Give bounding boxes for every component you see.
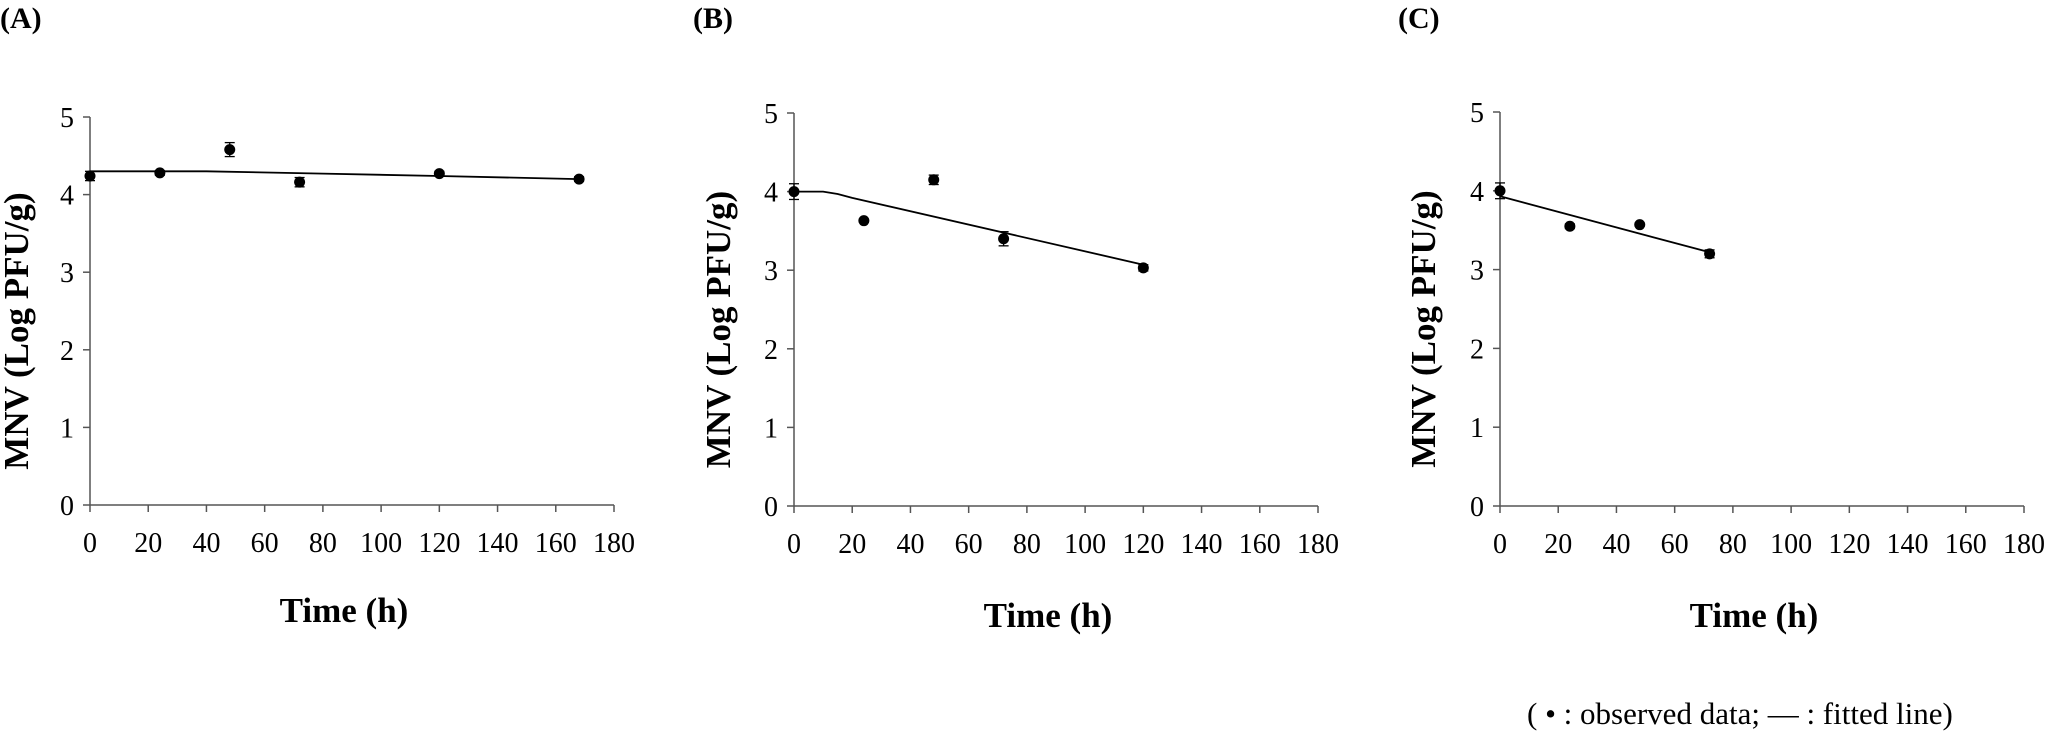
data-point <box>1634 219 1646 231</box>
x-tick-label: 160 <box>1239 529 1281 560</box>
y-tick-label: 2 <box>1470 334 1484 365</box>
y-tick-label: 1 <box>1470 413 1484 444</box>
x-tick-label: 100 <box>1770 529 1812 560</box>
x-axis-title: Time (h) <box>1690 596 1819 635</box>
data-point <box>573 173 585 185</box>
x-tick-label: 140 <box>477 528 519 559</box>
x-tick-label: 100 <box>360 528 402 559</box>
data-point <box>1564 220 1576 232</box>
x-tick-label: 40 <box>192 528 220 559</box>
data-point <box>1494 185 1506 197</box>
panel-label: (A) <box>0 2 42 35</box>
x-tick-label: 80 <box>1719 529 1747 560</box>
y-tick-label: 4 <box>60 181 74 212</box>
x-tick-label: 40 <box>896 529 924 560</box>
y-tick-label: 1 <box>764 413 778 444</box>
data-point <box>928 174 940 186</box>
legend-note: ( • : observed data; — : fitted line) <box>1527 696 1953 731</box>
x-tick-label: 120 <box>418 528 460 559</box>
panel-label: (C) <box>1398 2 1440 35</box>
y-tick-label: 5 <box>1470 98 1484 129</box>
data-point <box>84 170 96 182</box>
y-tick-label: 0 <box>60 491 74 522</box>
y-tick-label: 0 <box>1470 492 1484 523</box>
x-tick-label: 0 <box>1493 529 1507 560</box>
y-axis-title: MNV (Log PFU/g) <box>0 192 36 469</box>
data-point <box>1137 262 1149 274</box>
y-tick-label: 3 <box>1470 256 1484 287</box>
y-tick-label: 5 <box>764 99 778 130</box>
x-tick-label: 140 <box>1887 529 1929 560</box>
y-tick-label: 0 <box>764 492 778 523</box>
x-tick-label: 20 <box>1544 529 1572 560</box>
x-tick-label: 40 <box>1602 529 1630 560</box>
x-tick-label: 180 <box>593 528 635 559</box>
fitted-line <box>90 170 580 180</box>
y-axis-title: MNV (Log PFU/g) <box>1404 190 1443 467</box>
data-point <box>788 186 800 198</box>
x-tick-label: 120 <box>1122 529 1164 560</box>
y-axis-title: MNV (Log PFU/g) <box>699 191 738 468</box>
fitted-line <box>794 190 1144 266</box>
x-tick-label: 140 <box>1181 529 1223 560</box>
data-point <box>294 176 306 188</box>
chart-panel-3: (C) 0 1 2 3 4 5 0 20 40 60 80 100 120 140 160 180 Time (h… <box>1398 2 2045 635</box>
x-tick-label: 60 <box>1661 529 1689 560</box>
x-tick-label: 20 <box>134 528 162 559</box>
x-tick-label: 60 <box>955 529 983 560</box>
x-tick-label: 60 <box>251 528 279 559</box>
x-tick-label: 0 <box>83 528 97 559</box>
x-tick-label: 80 <box>1013 529 1041 560</box>
panel-label: (B) <box>693 2 733 35</box>
x-tick-label: 20 <box>838 529 866 560</box>
chart-panel-1: (A) 0 1 2 3 4 5 0 20 40 60 80 100 120 140 160 180 Time (h… <box>0 2 635 630</box>
x-tick-label: 120 <box>1828 529 1870 560</box>
x-axis-title: Time (h) <box>984 596 1113 635</box>
x-tick-label: 160 <box>1945 529 1987 560</box>
y-tick-label: 5 <box>60 103 74 134</box>
x-tick-label: 180 <box>1297 529 1339 560</box>
y-tick-label: 3 <box>764 256 778 287</box>
y-tick-label: 2 <box>60 336 74 367</box>
y-tick-label: 1 <box>60 413 74 444</box>
y-tick-label: 4 <box>1470 177 1484 208</box>
fitted-line <box>1499 195 1710 254</box>
data-point <box>224 144 236 156</box>
y-tick-label: 3 <box>60 258 74 289</box>
x-tick-label: 100 <box>1064 529 1106 560</box>
x-tick-label: 160 <box>535 528 577 559</box>
x-tick-label: 80 <box>309 528 337 559</box>
data-point <box>858 215 870 227</box>
x-axis-title: Time (h) <box>280 591 409 630</box>
x-tick-label: 0 <box>787 529 801 560</box>
data-point <box>1704 248 1716 260</box>
y-tick-label: 4 <box>764 178 778 209</box>
data-point <box>433 168 445 180</box>
x-tick-label: 180 <box>2003 529 2045 560</box>
data-point <box>154 167 166 179</box>
data-point <box>998 233 1010 245</box>
chart-panel-2: (B) 0 1 2 3 4 5 0 20 40 60 80 100 120 140 160 180 Time (h… <box>693 2 1339 635</box>
y-tick-label: 2 <box>764 335 778 366</box>
